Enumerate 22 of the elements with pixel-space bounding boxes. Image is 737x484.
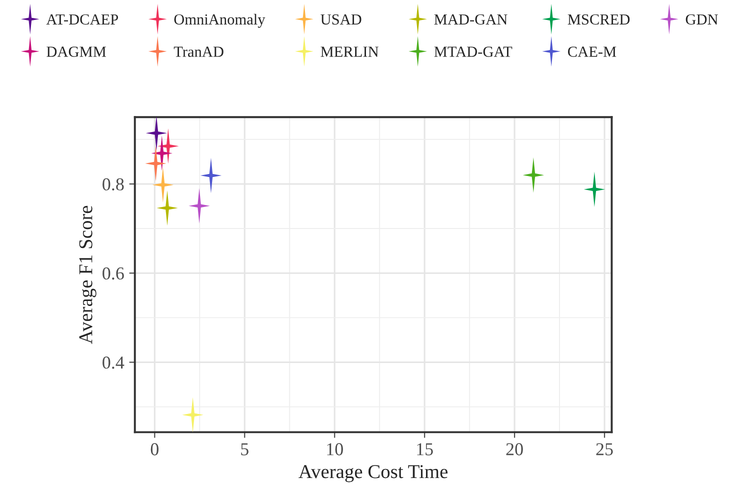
x-tick-label: 5 [241,443,248,456]
x-tick-label: 10 [327,443,343,456]
x-tick-label: 0 [150,443,158,456]
y-tick-label: 0.4 [102,356,124,369]
legend-label: MERLIN [320,46,378,57]
legend-label: MTAD-GAT [434,46,512,57]
legend-label: AT-DCAEP [46,14,118,25]
legend-label: MSCRED [568,14,630,25]
legend-label: CAE-M [568,46,616,57]
y-axis-title: Average F1 Score [79,206,96,344]
x-tick-label: 20 [506,443,523,456]
x-tick-label: 15 [417,443,433,456]
legend-label: OmniAnomaly [174,14,266,28]
legend-label: MAD-GAN [434,14,508,25]
legend-label: DAGMM [46,46,106,57]
x-axis-title: Average Cost Time [298,465,448,482]
y-tick-label: 0.8 [102,178,124,190]
legend-label: TranAD [174,46,224,57]
legend-label: GDN [686,14,718,25]
y-tick-label: 0.6 [102,267,124,280]
x-tick-label: 25 [596,443,613,456]
legend-label: USAD [320,14,362,25]
